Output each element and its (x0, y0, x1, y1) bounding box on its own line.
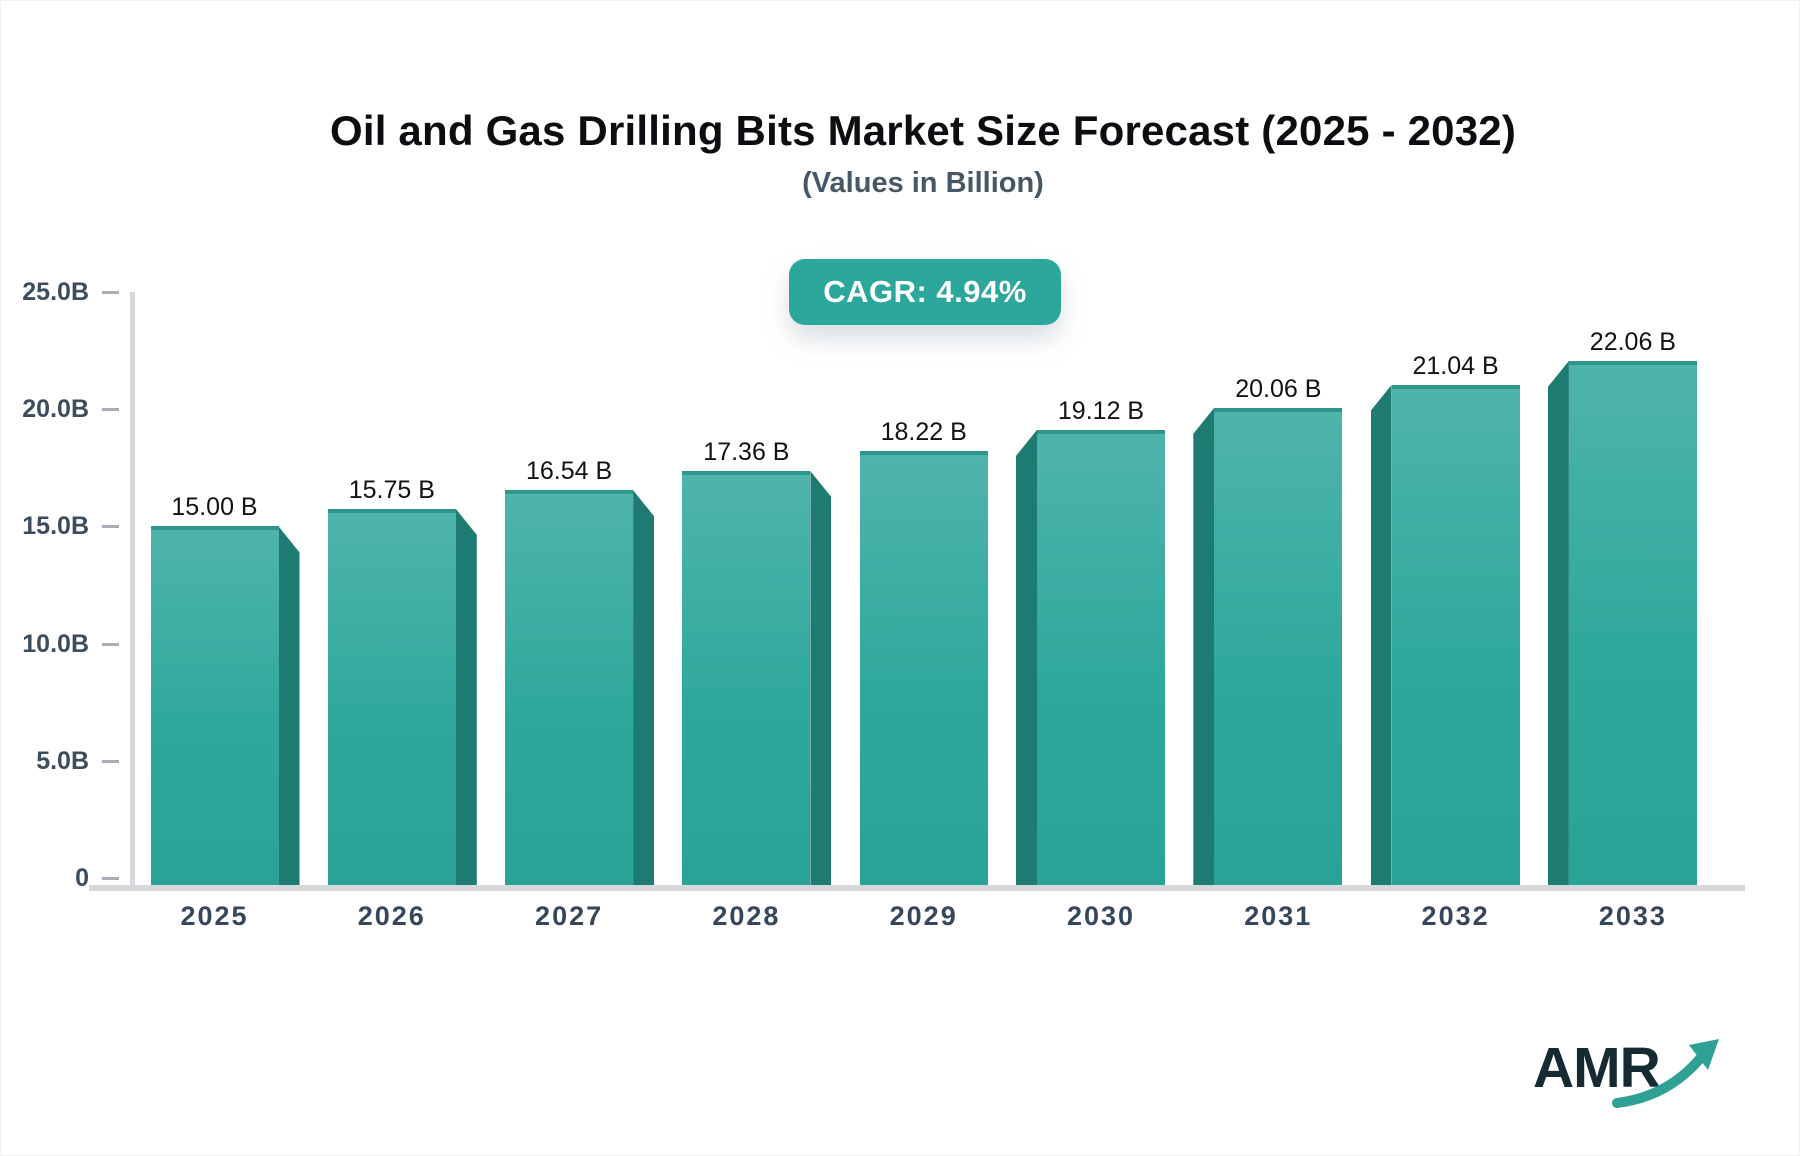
y-tick-dash (102, 877, 119, 880)
bar-value-label: 21.04 B (1412, 351, 1499, 380)
bar-side-face (1016, 429, 1037, 885)
bar-side-face (1370, 384, 1392, 885)
bar-2030 (1037, 429, 1165, 885)
x-axis-label-2028: 2028 (712, 901, 781, 931)
bar-side-face (278, 526, 300, 885)
bar-value-label: 17.36 B (703, 438, 790, 467)
y-tick-label: 20.0B (22, 395, 89, 424)
y-tick-dash (102, 291, 119, 294)
y-tick-dash (102, 525, 119, 529)
x-axis-label-2033: 2033 (1598, 901, 1667, 931)
x-axis-label-2027: 2027 (535, 901, 604, 931)
amr-logo: AMR (1533, 1035, 1743, 1115)
y-tick-label: 10.0B (22, 629, 89, 658)
y-tick-label: 0 (75, 864, 89, 892)
bar-2026 (327, 508, 456, 885)
bar-value-label: 22.06 B (1589, 327, 1676, 356)
bar-value-label: 15.00 B (171, 493, 258, 522)
bar-value-label: 19.12 B (1057, 396, 1145, 425)
x-axis-label-2031: 2031 (1244, 901, 1313, 931)
x-axis-line (89, 885, 1745, 891)
bar-side-face (633, 490, 655, 885)
bar-2032 (1391, 384, 1520, 885)
trend-up-arrow-icon (1612, 1039, 1719, 1108)
bar-2029 (859, 450, 988, 885)
bar-side-face (810, 471, 832, 885)
chart-subtitle: (Values in Billion) (802, 167, 1044, 199)
y-tick-label: 5.0B (36, 746, 89, 775)
bar-side-face (1193, 407, 1215, 885)
bar-value-label: 20.06 B (1235, 374, 1322, 403)
x-axis-label-2029: 2029 (889, 901, 958, 931)
bar-value-label: 18.22 B (880, 417, 967, 446)
bar-2033 (1568, 360, 1697, 885)
cagr-badge: CAGR: 4.94% (789, 259, 1061, 325)
y-tick-label: 25.0B (22, 278, 89, 306)
amr-logo-text: AMR (1533, 1036, 1661, 1100)
bar-2028 (682, 471, 811, 885)
bar-value-label: 15.75 B (348, 475, 435, 504)
bar-2027 (505, 490, 634, 885)
bar-2031 (1214, 407, 1343, 885)
bar-value-label: 16.54 B (526, 457, 613, 486)
x-axis-label-2026: 2026 (357, 901, 426, 931)
bar-side-face (1547, 360, 1569, 885)
y-axis-line (130, 292, 135, 885)
bar-2025 (150, 526, 279, 885)
chart-title: Oil and Gas Drilling Bits Market Size Fo… (329, 107, 1517, 154)
y-tick-dash (102, 759, 119, 763)
x-axis-label-2030: 2030 (1066, 901, 1136, 931)
y-tick-dash (102, 642, 119, 646)
x-axis-label-2032: 2032 (1421, 901, 1490, 931)
x-axis-label-2025: 2025 (180, 901, 249, 931)
y-tick-label: 15.0B (22, 512, 89, 541)
y-tick-dash (102, 408, 119, 412)
bar-side-face (455, 508, 477, 885)
